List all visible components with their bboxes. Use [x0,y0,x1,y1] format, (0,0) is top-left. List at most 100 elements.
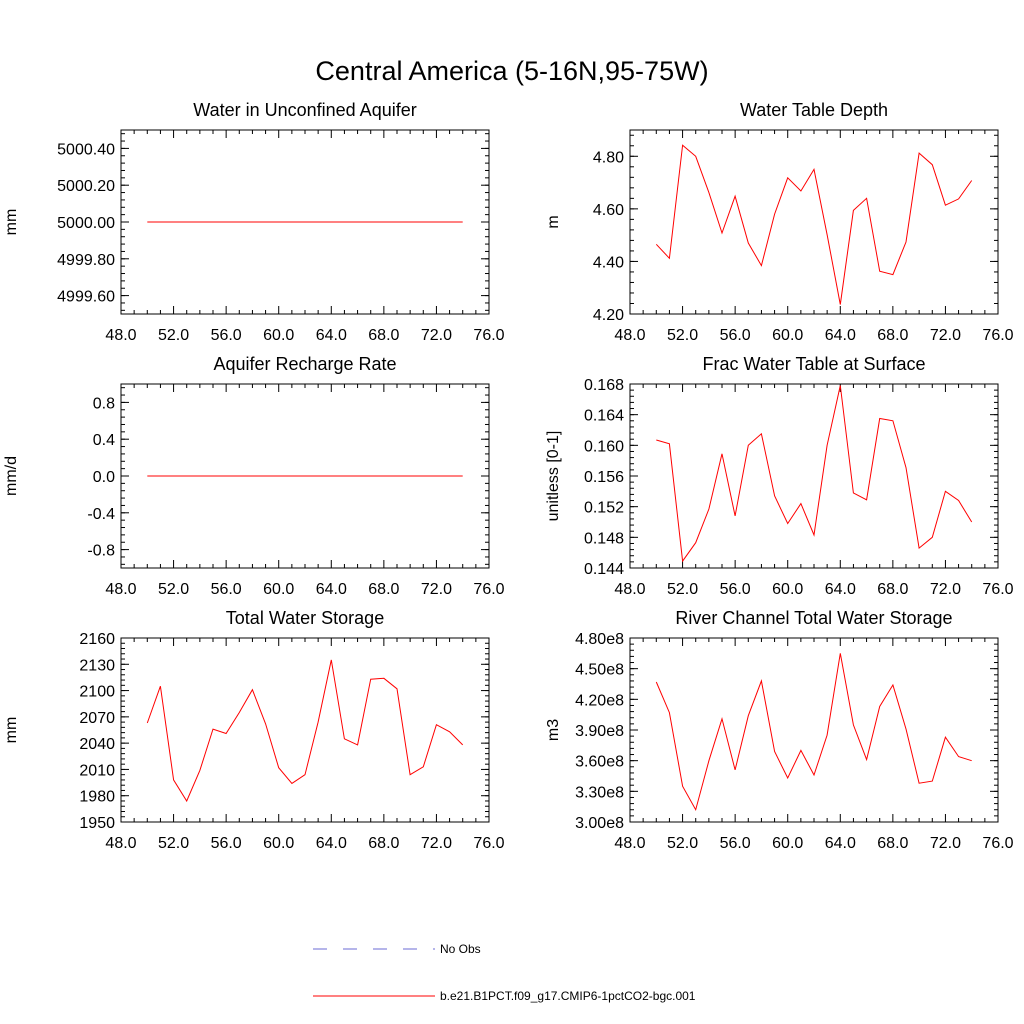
x-tick-label: 56.0 [211,581,242,598]
x-tick-label: 56.0 [720,581,751,598]
x-tick-label: 48.0 [105,327,136,344]
panel-title: Water in Unconfined Aquifer [193,100,416,120]
plot-frame [629,637,999,823]
x-tick-label: 64.0 [825,835,856,852]
x-tick-label: 64.0 [316,835,347,852]
x-tick-label: 64.0 [825,327,856,344]
panel-water-table-depth: Water Table Depth 48.0 52.0 56.0 60.0 64.0 68.… [545,100,1014,344]
x-tick-label: 68.0 [877,581,908,598]
x-tick-label: 72.0 [421,327,452,344]
panel-water-unconfined-aquifer: Water in Unconfined Aquifer 48.0 52.0 56.0 6… [3,100,505,344]
y-tick-label: -0.8 [87,543,115,560]
x-tick-label: 52.0 [158,835,189,852]
x-tick-label: 60.0 [772,581,803,598]
y-tick-label: 4.50e8 [575,662,624,679]
x-tick-label: 56.0 [211,327,242,344]
plot-frame [120,637,490,823]
y-tick-label: 5000.20 [57,178,115,195]
x-tick-label: 52.0 [667,581,698,598]
series-line [146,659,464,803]
plot-frame [629,129,999,315]
y-tick-label: 2130 [79,657,115,674]
y-tick-label: 2040 [79,736,115,753]
y-tick-label: 4.60 [593,202,624,219]
x-tick-label: 60.0 [263,835,294,852]
y-tick-label: 4.20 [593,307,624,324]
x-tick-label: 68.0 [877,835,908,852]
x-tick-label: 48.0 [614,327,645,344]
y-tick-label: 2010 [79,762,115,779]
y-axis-label: mm [3,717,20,744]
panel-total-water-storage: Total Water Storage 48.0 52.0 56.0 60.0 64.0 6… [3,608,505,852]
y-tick-label: 0.156 [584,469,624,486]
x-tick-label: 76.0 [473,835,504,852]
panel-title: Frac Water Table at Surface [702,354,925,374]
x-tick-label: 56.0 [720,327,751,344]
panel-frac-water-table-surface: Frac Water Table at Surface 48.0 52.0 56.0 6… [545,354,1014,598]
y-tick-label: 3.90e8 [575,723,624,740]
y-tick-label: 4.20e8 [575,692,624,709]
y-axis-label: m [545,215,562,228]
x-tick-label: 68.0 [368,835,399,852]
x-tick-label: 72.0 [421,581,452,598]
x-tick-label: 72.0 [930,835,961,852]
panel-aquifer-recharge-rate: Aquifer Recharge Rate 48.0 52.0 56.0 60.0 64.… [3,354,505,598]
series-line [656,385,973,563]
y-tick-label: 2070 [79,710,115,727]
y-tick-label: 0.168 [584,377,624,394]
x-tick-label: 60.0 [772,327,803,344]
x-tick-label: 60.0 [263,581,294,598]
x-tick-label: 64.0 [316,327,347,344]
panel-title: Water Table Depth [740,100,888,120]
y-tick-label: 2100 [79,684,115,701]
x-tick-label: 76.0 [473,327,504,344]
y-tick-label: 0.160 [584,438,624,455]
x-tick-label: 64.0 [316,581,347,598]
y-axis-label: m3 [545,719,562,741]
x-tick-label: 48.0 [614,581,645,598]
y-tick-label: -0.4 [87,506,115,523]
y-tick-label: 4999.60 [57,289,115,306]
x-tick-label: 52.0 [667,835,698,852]
panel-title: Aquifer Recharge Rate [213,354,396,374]
legend-model-label: b.e21.B1PCT.f09_g17.CMIP6-1pctCO2-bgc.00… [440,989,696,1003]
y-tick-label: 3.30e8 [575,784,624,801]
x-tick-label: 56.0 [211,835,242,852]
y-tick-label: 1980 [79,789,115,806]
figure-title: Central America (5-16N,95-75W) [315,56,708,86]
y-tick-label: 0.152 [584,500,624,517]
x-tick-label: 68.0 [368,327,399,344]
y-tick-label: 3.00e8 [575,815,624,832]
x-tick-label: 68.0 [877,327,908,344]
plot-frame [629,383,999,569]
y-tick-label: 4.80 [593,149,624,166]
panel-river-channel-storage: River Channel Total Water Storage 48.0 52.… [545,608,1014,852]
x-tick-label: 48.0 [614,835,645,852]
x-tick-label: 48.0 [105,835,136,852]
y-tick-label: 0.164 [584,408,624,425]
y-tick-label: 0.144 [584,561,624,578]
y-tick-label: 5000.00 [57,215,115,232]
y-axis-label: mm [3,209,20,236]
x-tick-label: 60.0 [772,835,803,852]
x-tick-label: 60.0 [263,327,294,344]
y-tick-label: 4.40 [593,254,624,271]
x-tick-label: 76.0 [982,327,1013,344]
x-tick-label: 52.0 [667,327,698,344]
series-line [655,653,972,812]
panel-title: Total Water Storage [226,608,384,628]
y-tick-label: 1950 [79,815,115,832]
x-tick-label: 76.0 [473,581,504,598]
legend: No Obs b.e21.B1PCT.f09_g17.CMIP6-1pctCO2… [313,942,696,1003]
x-tick-label: 72.0 [930,581,961,598]
y-axis-label: mm/d [3,456,20,496]
y-tick-label: 0.8 [93,395,115,412]
y-tick-label: 0.148 [584,530,624,547]
x-tick-label: 72.0 [421,835,452,852]
x-tick-label: 48.0 [105,581,136,598]
x-tick-label: 76.0 [982,835,1013,852]
x-tick-label: 68.0 [368,581,399,598]
legend-no-obs-label: No Obs [440,942,481,956]
y-tick-label: 4.80e8 [575,631,624,648]
